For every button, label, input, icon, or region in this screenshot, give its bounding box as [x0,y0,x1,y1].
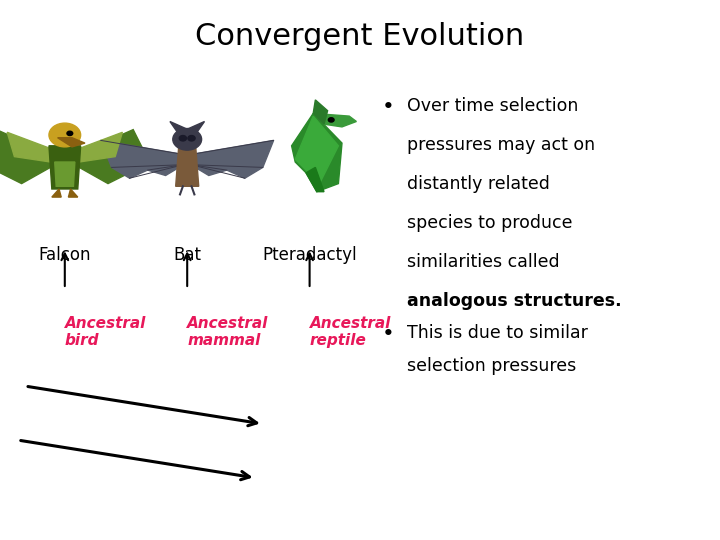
Polygon shape [295,116,338,189]
Text: Convergent Evolution: Convergent Evolution [195,22,525,51]
Polygon shape [170,122,186,134]
Circle shape [49,123,81,147]
Text: pressures may act on: pressures may act on [407,136,595,154]
Polygon shape [313,100,328,124]
Text: Falcon: Falcon [39,246,91,264]
Circle shape [173,129,202,150]
Text: •: • [382,324,395,344]
Polygon shape [49,146,81,189]
Polygon shape [189,122,204,134]
Circle shape [179,136,186,141]
Text: similarities called: similarities called [407,253,559,271]
Polygon shape [0,130,58,184]
Text: This is due to similar: This is due to similar [407,324,588,342]
Text: •: • [382,97,395,117]
Polygon shape [313,113,356,127]
Polygon shape [52,189,61,197]
Text: species to produce: species to produce [407,214,572,232]
Polygon shape [58,138,85,147]
Polygon shape [72,130,144,184]
Circle shape [328,118,334,122]
Text: distantly related: distantly related [407,175,549,193]
Text: Ancestral
reptile: Ancestral reptile [310,316,391,348]
Polygon shape [55,162,75,186]
Polygon shape [101,140,184,178]
Text: selection pressures: selection pressures [407,357,576,375]
Polygon shape [306,167,324,192]
Circle shape [67,131,73,136]
Circle shape [188,136,195,141]
Polygon shape [176,148,199,186]
Text: Ancestral
bird: Ancestral bird [65,316,146,348]
Polygon shape [7,132,58,162]
Text: Over time selection: Over time selection [407,97,578,115]
Polygon shape [72,132,122,162]
Polygon shape [191,140,274,178]
Polygon shape [68,189,78,197]
Text: Ancestral
mammal: Ancestral mammal [187,316,269,348]
Text: Bat: Bat [174,246,201,264]
Text: analogous structures.: analogous structures. [407,292,621,309]
Polygon shape [292,113,342,192]
Text: Pteradactyl: Pteradactyl [262,246,357,264]
